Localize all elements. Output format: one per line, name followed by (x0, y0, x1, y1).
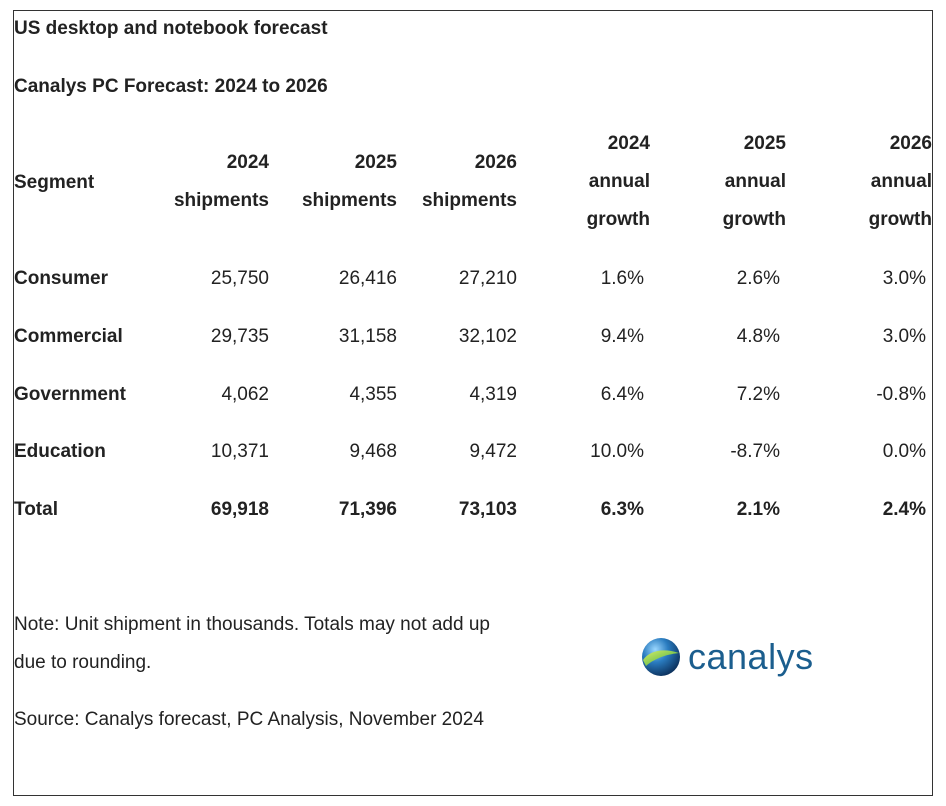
table-cell-s2026: 9,472 (469, 441, 517, 462)
column-header-line: growth (722, 209, 786, 230)
column-header-g2024: 2024 annual growth (587, 125, 650, 239)
table-cell-s2025: 4,355 (349, 384, 397, 405)
table-cell-s2025: 31,158 (338, 326, 397, 347)
column-header-line: growth (586, 209, 650, 230)
column-header-line: annual (724, 171, 786, 192)
column-header-line: 2024 (226, 152, 269, 173)
table-cell-g2026: 3.0% (882, 326, 926, 347)
row-label-total: Total (14, 499, 58, 520)
table-cell-s2024: 69,918 (210, 499, 269, 520)
column-header-line: shipments (421, 190, 517, 211)
table-cell-g2026: -0.8% (876, 384, 926, 405)
table-cell-g2025: 2.6% (736, 268, 780, 289)
table-cell-g2026: 3.0% (882, 268, 926, 289)
table-frame (13, 10, 933, 796)
column-header-line: shipments (301, 190, 397, 211)
table-cell-g2026: 2.4% (882, 499, 926, 520)
table-cell-g2024: 6.3% (600, 499, 644, 520)
source-text: Source: Canalys forecast, PC Analysis, N… (14, 709, 484, 730)
column-header-line: annual (588, 171, 650, 192)
column-header-line: shipments (173, 190, 269, 211)
column-header-s2025: 2025 shipments (302, 144, 397, 220)
column-header-line: annual (870, 171, 932, 192)
column-header-line: growth (868, 209, 932, 230)
table-cell-s2026: 32,102 (458, 326, 517, 347)
table-cell-g2024: 1.6% (600, 268, 644, 289)
table-cell-s2025: 9,468 (349, 441, 397, 462)
column-header-line: Segment (14, 172, 95, 193)
table-cell-s2024: 10,371 (210, 441, 269, 462)
row-label-government: Government (14, 384, 126, 405)
column-header-line: 2026 (889, 133, 932, 154)
column-header-line: 2024 (607, 133, 650, 154)
table-cell-s2026: 73,103 (458, 499, 517, 520)
column-header-line: 2025 (354, 152, 397, 173)
table-cell-g2025: -8.7% (730, 441, 780, 462)
table-cell-g2025: 4.8% (736, 326, 780, 347)
table-subtitle: Canalys PC Forecast: 2024 to 2026 (14, 76, 328, 97)
column-header-s2024: 2024 shipments (174, 144, 269, 220)
logo-text: canalys (688, 636, 814, 677)
table-cell-g2024: 9.4% (600, 326, 644, 347)
column-header-g2026: 2026 annual growth (869, 125, 932, 239)
column-header-line: 2025 (743, 133, 786, 154)
row-label-education: Education (14, 441, 106, 462)
column-header-segment: Segment (14, 164, 94, 202)
table-cell-g2024: 6.4% (600, 384, 644, 405)
row-label-commercial: Commercial (14, 326, 123, 347)
table-cell-s2026: 27,210 (458, 268, 517, 289)
table-cell-g2025: 7.2% (736, 384, 780, 405)
table-cell-s2025: 26,416 (338, 268, 397, 289)
page-title: US desktop and notebook forecast (14, 18, 328, 39)
table-cell-s2024: 29,735 (210, 326, 269, 347)
table-cell-g2026: 0.0% (882, 441, 926, 462)
canalys-logo: canalys (640, 634, 814, 680)
table-cell-s2026: 4,319 (469, 384, 517, 405)
globe-icon (642, 638, 680, 676)
table-cell-s2025: 71,396 (338, 499, 397, 520)
row-label-consumer: Consumer (14, 268, 108, 289)
table-cell-s2024: 25,750 (210, 268, 269, 289)
column-header-g2025: 2025 annual growth (723, 125, 786, 239)
table-cell-s2024: 4,062 (221, 384, 269, 405)
column-header-s2026: 2026 shipments (422, 144, 517, 220)
table-cell-g2025: 2.1% (736, 499, 780, 520)
note-text: Note: Unit shipment in thousands. Totals… (14, 614, 490, 673)
column-header-line: 2026 (474, 152, 517, 173)
table-cell-g2024: 10.0% (590, 441, 644, 462)
